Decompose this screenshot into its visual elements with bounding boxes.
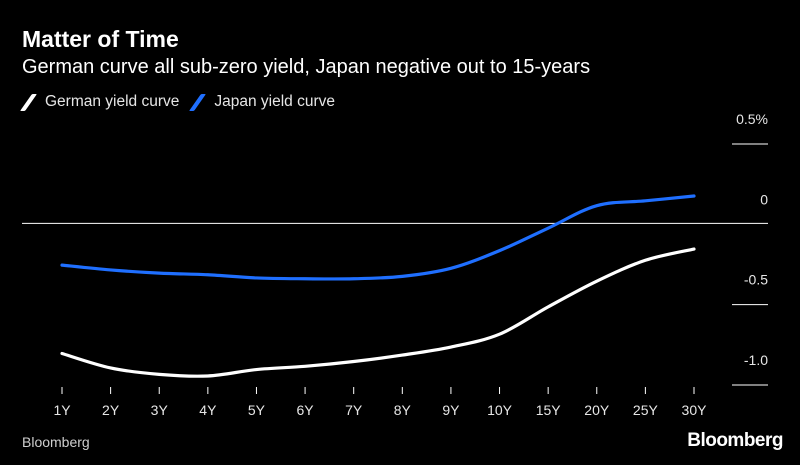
x-tick-label-4: 5Y [248,402,266,418]
x-tick-label-12: 25Y [633,402,659,418]
x-tick-label-0: 1Y [53,402,71,418]
x-tick-label-2: 3Y [151,402,169,418]
x-tick-label-1: 2Y [102,402,120,418]
legend-item-german: German yield curve [20,93,180,111]
y-tick-label-3: -1.0 [744,352,768,368]
y-tick-label-2: -0.5 [744,272,768,288]
chart-legend: German yield curve Japan yield curve [20,93,347,111]
x-tick-label-13: 30Y [682,402,708,418]
legend-label-german: German yield curve [45,93,180,110]
bloomberg-logo: Bloomberg [687,430,783,451]
chart-title: Matter of Time [22,26,179,52]
source-label: Bloomberg [22,434,90,450]
series-line-german [60,247,696,378]
x-tick-label-5: 6Y [297,402,315,418]
x-tick-label-6: 7Y [345,402,363,418]
y-tick-label-1: 0 [760,191,768,207]
legend-label-japan: Japan yield curve [214,93,336,110]
legend-item-japan: Japan yield curve [189,93,336,111]
series-line-japan [60,194,696,281]
x-tick-label-3: 4Y [199,402,217,418]
y-tick-label-0: 0.5% [736,111,768,127]
x-tick-label-9: 10Y [487,402,513,418]
x-tick-label-11: 20Y [584,402,610,418]
x-tick-label-8: 9Y [442,402,460,418]
chart-subtitle: German curve all sub-zero yield, Japan n… [22,56,591,78]
x-tick-label-10: 15Y [536,402,562,418]
x-tick-label-7: 8Y [394,402,412,418]
